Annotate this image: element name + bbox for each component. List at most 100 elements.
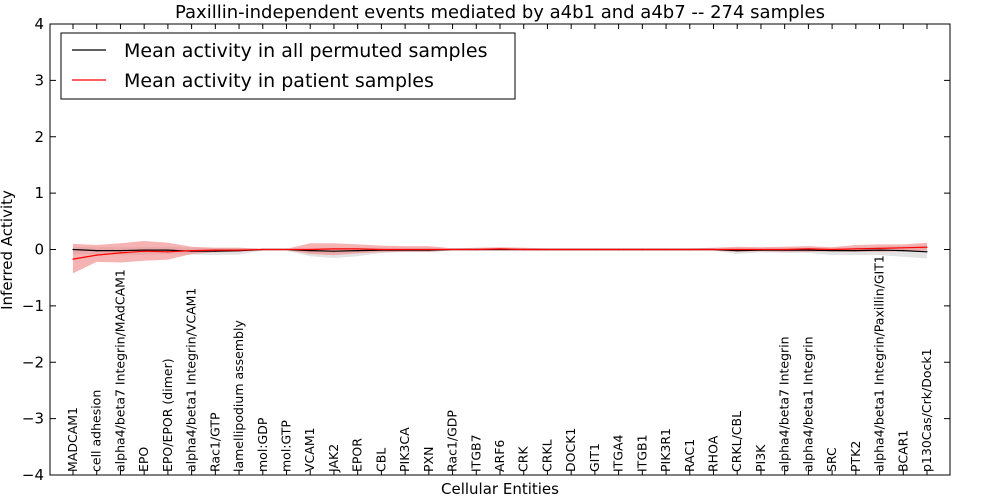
x-category-label: alpha4/beta1 Integrin/VCAM1 — [184, 288, 199, 472]
series-1-point — [380, 248, 382, 251]
series-1-point — [72, 258, 74, 260]
series-0-point — [926, 251, 928, 253]
series-1-point — [618, 248, 620, 251]
line-layer — [72, 246, 928, 260]
series-1-point — [191, 250, 193, 252]
series-1-point — [452, 248, 454, 251]
series-1-point — [926, 246, 928, 248]
x-category-label: MADCAM1 — [65, 407, 80, 472]
x-category-label: mol:GTP — [279, 420, 294, 472]
x-category-label: CBL — [373, 448, 388, 472]
y-tick-label: 4 — [34, 15, 44, 33]
x-category-label: PI3K — [753, 444, 768, 472]
series-0-point — [167, 249, 169, 251]
x-axis-label: Cellular Entities — [441, 480, 559, 498]
series-1-point — [238, 249, 240, 251]
x-axis-categories: MADCAM1 cell adhesion alpha4/beta7 Integri… — [65, 24, 934, 475]
x-category-label: alpha4/beta1 Integrin/Paxillin/GIT1 — [872, 255, 887, 472]
legend-label-patient: Mean activity in patient samples — [124, 70, 434, 92]
y-tick-label: −4 — [22, 466, 44, 484]
series-0-point — [902, 250, 904, 252]
y-tick-label: 3 — [34, 71, 44, 89]
x-category-label: alpha4/beta1 Integrin — [800, 336, 815, 472]
series-1-point — [736, 248, 738, 251]
x-category-label: Rac1/GTP — [207, 412, 222, 472]
series-1-point — [167, 251, 169, 253]
series-1-point — [712, 248, 715, 251]
x-category-label: EPO — [136, 447, 151, 472]
series-0-point — [807, 249, 810, 251]
series-1-point — [879, 247, 881, 249]
series-0-point — [879, 249, 881, 251]
series-1-point — [309, 248, 311, 251]
series-1-point — [499, 248, 501, 250]
x-category-label: RHOA — [706, 435, 721, 472]
series-1-point — [594, 248, 596, 251]
y-tick-label: 1 — [34, 184, 44, 202]
x-category-label: BCAR1 — [895, 430, 910, 472]
series-1-point — [546, 248, 549, 251]
series-0-point — [333, 250, 335, 252]
series-1-point — [855, 248, 857, 250]
series-1-point — [784, 248, 786, 251]
series-0-point — [357, 250, 359, 252]
series-1-point — [760, 248, 762, 251]
series-1-point — [807, 248, 810, 250]
x-category-label: alpha4/beta7 Integrin — [777, 336, 792, 472]
x-category-label: SRC — [824, 447, 839, 472]
series-0-point — [143, 249, 145, 251]
series-1-point — [570, 248, 572, 251]
x-category-label: PIK3R1 — [658, 428, 673, 472]
legend-box — [60, 32, 516, 100]
series-1-point — [428, 248, 430, 251]
series-1-point — [689, 248, 691, 251]
series-1-point — [143, 250, 145, 252]
y-tick-label: −2 — [22, 353, 44, 371]
x-category-label: CRKL — [539, 439, 554, 472]
series-0-point — [214, 250, 216, 252]
x-category-label: ARF6 — [492, 440, 507, 472]
series-1-point — [641, 248, 643, 251]
series-1-point — [404, 248, 406, 251]
x-category-label: JAK2 — [326, 444, 341, 473]
series-1-point — [357, 248, 359, 250]
series-0-point — [96, 250, 98, 252]
y-axis-label: Inferred Activity — [0, 190, 16, 310]
x-category-label: VCAM1 — [302, 427, 317, 472]
x-category-label: CRK — [516, 446, 531, 472]
series-0-band — [73, 245, 927, 259]
x-category-label: ITGB7 — [468, 434, 483, 472]
legend-label-permuted: Mean activity in all permuted samples — [124, 40, 487, 62]
x-category-label: Rac1/GDP — [445, 410, 460, 472]
series-1-point — [214, 249, 216, 251]
series-1-point — [902, 247, 904, 249]
x-category-label: PIK3CA — [397, 427, 412, 472]
x-category-label: lamellipodium assembly — [231, 320, 246, 472]
x-category-label: CRKL/CBL — [729, 411, 744, 472]
x-category-label: PTK2 — [848, 441, 863, 472]
y-tick-label: −3 — [22, 410, 44, 428]
series-1-point — [831, 248, 833, 251]
x-category-label: mol:GDP — [255, 417, 270, 472]
x-category-label: ITGB1 — [634, 434, 649, 472]
series-1-point — [333, 248, 335, 250]
x-category-label: EPO/EPOR (dimer) — [160, 358, 175, 472]
y-tick-label: 2 — [34, 128, 44, 146]
y-axis: 4 3 2 1 0 −1 −2 −3 −4 — [22, 15, 950, 484]
series-0-point — [72, 248, 74, 251]
series-0-point — [119, 250, 121, 252]
series-1-point — [119, 252, 121, 254]
series-0-point — [831, 250, 833, 252]
series-0-point — [855, 250, 857, 252]
x-category-label: GIT1 — [587, 443, 602, 472]
series-1-point — [262, 248, 264, 251]
x-category-label: alpha4/beta7 Integrin/MAdCAM1 — [112, 269, 127, 472]
chart-title: Paxillin-independent events mediated by … — [175, 2, 825, 23]
y-tick-label: 0 — [34, 241, 44, 259]
x-category-label: EPOR — [350, 438, 365, 472]
x-category-label: DOCK1 — [563, 428, 578, 472]
series-1-point — [96, 254, 98, 256]
x-category-label: p130Cas/Crk/Dock1 — [919, 348, 934, 472]
x-category-label: PXN — [421, 447, 436, 472]
